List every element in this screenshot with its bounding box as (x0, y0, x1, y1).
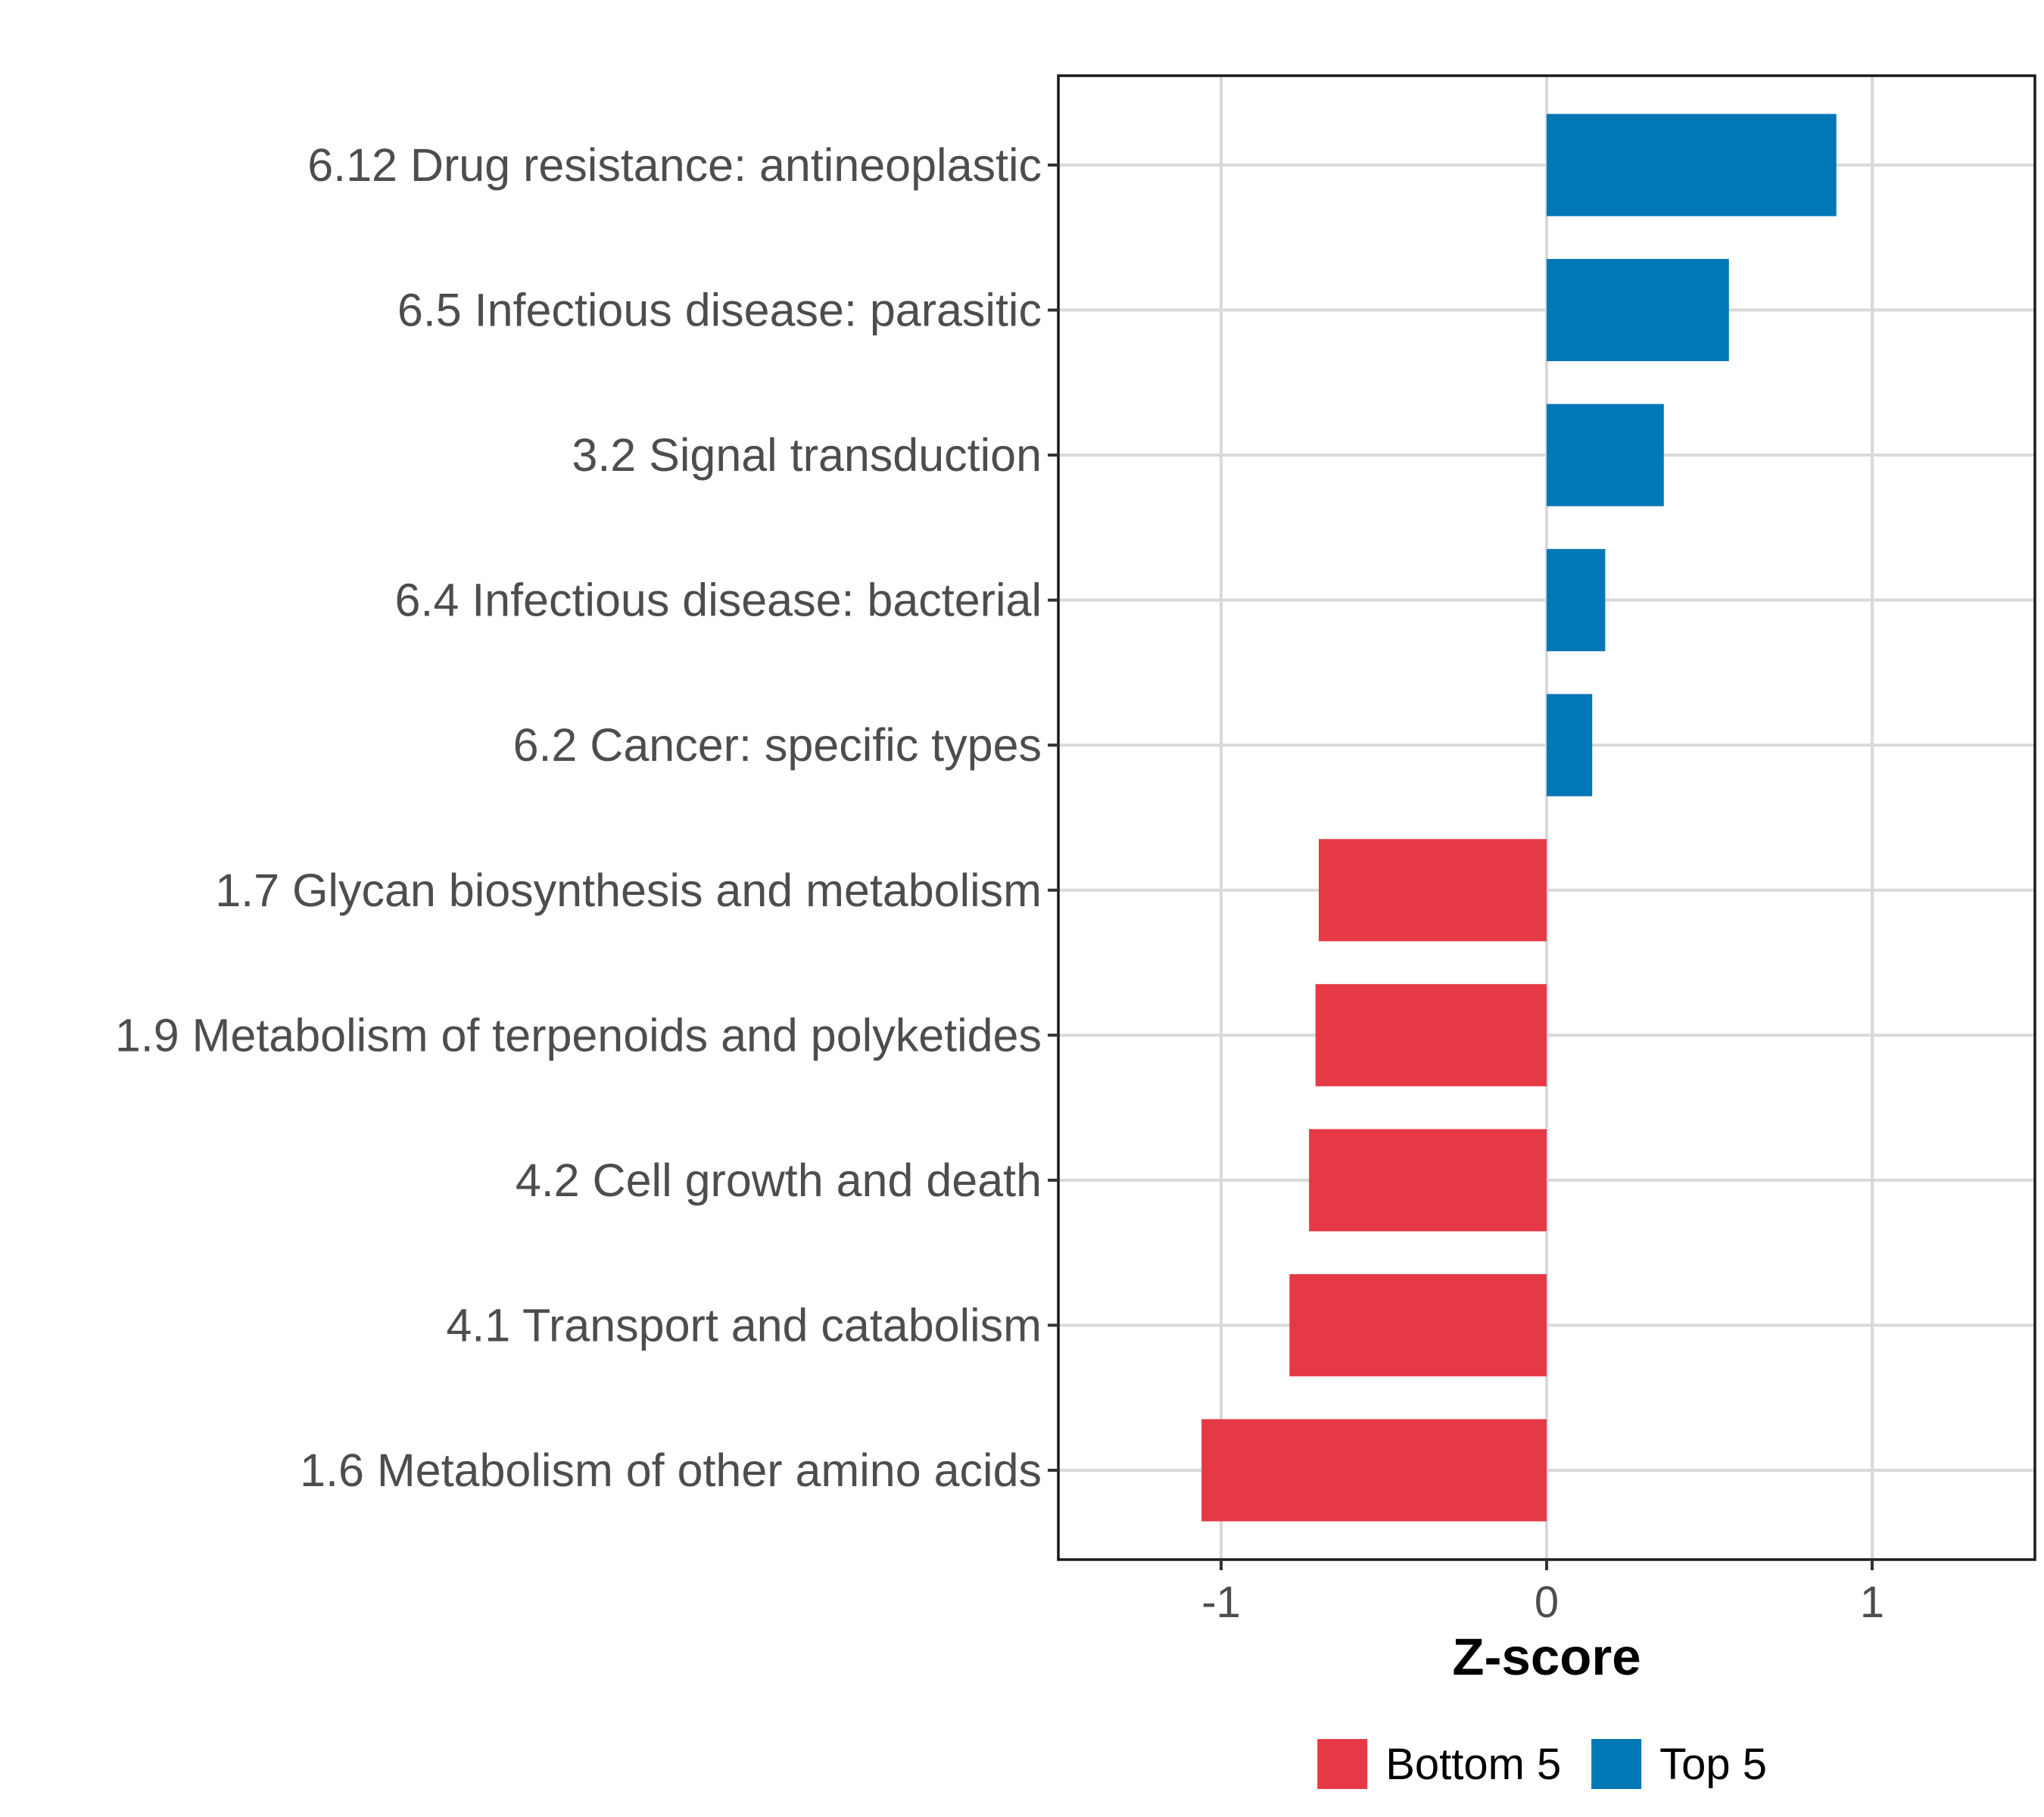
bar-9 (1289, 1273, 1547, 1376)
y-tick-label: 1.7 Glycan biosynthesis and metabolism (215, 865, 1042, 916)
y-tick-label: 6.4 Infectious disease: bacterial (394, 575, 1042, 626)
bar-5 (1547, 693, 1593, 796)
y-tick-label: 1.6 Metabolism of other amino acids (300, 1445, 1042, 1496)
legend-key-1 (1317, 1739, 1368, 1789)
legend-key-2 (1591, 1739, 1642, 1789)
legend-label-2: Top 5 (1659, 1740, 1767, 1789)
legend-label-1: Bottom 5 (1385, 1740, 1561, 1789)
bars (1201, 114, 1837, 1522)
y-tick-label: 3.2 Signal transduction (572, 429, 1042, 481)
y-axis: 6.12 Drug resistance: antineoplastic 6.5 … (115, 139, 1058, 1496)
bar-4 (1547, 549, 1606, 652)
bar-1 (1547, 114, 1837, 217)
x-axis-title: Z-score (1452, 1628, 1640, 1686)
y-tick-label: 1.9 Metabolism of terpenoids and polyket… (115, 1009, 1042, 1061)
x-tick-label: 1 (1860, 1578, 1884, 1627)
y-tick-label: 4.1 Transport and catabolism (446, 1299, 1042, 1351)
y-tick-label: 4.2 Cell growth and death (516, 1155, 1042, 1206)
bar-3 (1547, 404, 1664, 506)
bar-6 (1319, 839, 1547, 942)
bar-7 (1315, 983, 1547, 1086)
x-tick-label: 0 (1535, 1578, 1559, 1627)
bar-10 (1201, 1419, 1547, 1522)
x-axis: -1 0 1 (1201, 1560, 1884, 1627)
bar-2 (1547, 259, 1729, 362)
legend: Bottom 5 Top 5 (1317, 1739, 1767, 1789)
y-tick-label: 6.5 Infectious disease: parasitic (397, 285, 1042, 336)
bar-8 (1309, 1129, 1547, 1232)
y-tick-label: 6.2 Cancer: specific types (513, 719, 1042, 771)
x-tick-label: -1 (1201, 1578, 1241, 1627)
y-tick-label: 6.12 Drug resistance: antineoplastic (307, 139, 1042, 191)
